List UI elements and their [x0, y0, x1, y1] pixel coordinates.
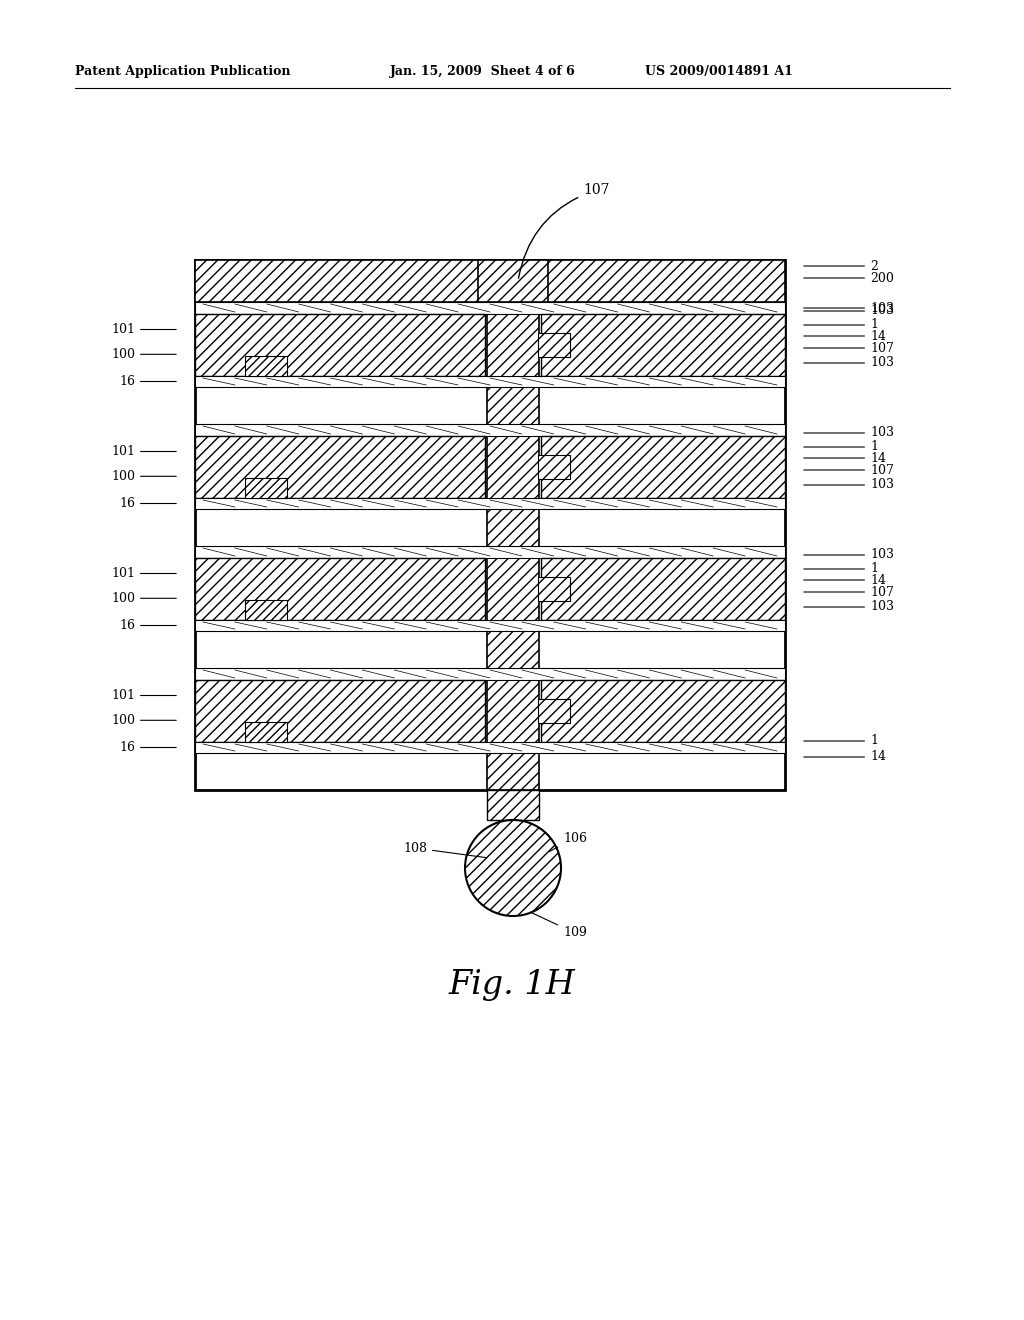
Bar [541, 680, 785, 742]
Text: 100: 100 [111, 470, 176, 483]
Text: 103: 103 [804, 601, 894, 614]
Text: 103: 103 [804, 305, 894, 318]
Text: 100: 100 [111, 347, 176, 360]
Bar [541, 436, 785, 498]
Text: 14: 14 [804, 451, 886, 465]
Text: Jan. 15, 2009  Sheet 4 of 6: Jan. 15, 2009 Sheet 4 of 6 [390, 66, 575, 78]
Bar [195, 742, 785, 752]
Text: 103: 103 [804, 426, 894, 440]
Text: 103: 103 [804, 479, 894, 491]
Text: 109: 109 [530, 912, 587, 940]
Bar [541, 314, 785, 376]
Bar [195, 314, 485, 376]
Bar [487, 789, 539, 820]
Text: 200: 200 [804, 272, 894, 285]
Bar [195, 436, 485, 498]
Text: 14: 14 [804, 751, 886, 763]
Bar [245, 356, 287, 376]
Text: US 2009/0014891 A1: US 2009/0014891 A1 [645, 66, 793, 78]
Bar [538, 700, 570, 723]
Text: 103: 103 [804, 549, 894, 561]
Bar [245, 722, 287, 742]
Bar [195, 498, 785, 510]
Text: 106: 106 [549, 832, 587, 851]
Circle shape [465, 820, 561, 916]
Bar [245, 478, 287, 498]
Bar [195, 680, 485, 742]
Bar [245, 601, 287, 620]
Text: 16: 16 [119, 619, 176, 632]
Text: 108: 108 [403, 842, 486, 858]
Bar [478, 260, 548, 302]
Bar [195, 302, 785, 314]
Text: 16: 16 [119, 498, 176, 510]
Bar [538, 333, 570, 356]
Text: 107: 107 [804, 463, 894, 477]
Bar [195, 558, 485, 620]
Bar [538, 455, 570, 479]
Text: 103: 103 [804, 301, 894, 314]
Bar [195, 668, 785, 680]
Bar [195, 260, 785, 302]
Bar [195, 260, 785, 789]
Text: 100: 100 [111, 714, 176, 727]
Text: 101: 101 [111, 568, 176, 579]
Text: 1: 1 [804, 441, 878, 454]
Text: 101: 101 [111, 445, 176, 458]
Text: 1: 1 [804, 318, 878, 331]
Text: 16: 16 [119, 741, 176, 754]
Bar [195, 620, 785, 631]
Text: 107: 107 [804, 342, 894, 355]
Text: 2: 2 [804, 260, 878, 272]
Bar [487, 260, 539, 789]
Text: 101: 101 [111, 689, 176, 702]
Bar [538, 577, 570, 601]
Text: 100: 100 [111, 591, 176, 605]
Bar [195, 546, 785, 558]
Bar [195, 424, 785, 436]
Text: 107: 107 [804, 586, 894, 598]
Bar [541, 558, 785, 620]
Text: 1: 1 [804, 562, 878, 576]
Text: 16: 16 [119, 375, 176, 388]
Text: 103: 103 [804, 356, 894, 370]
Text: 101: 101 [111, 323, 176, 337]
Text: 14: 14 [804, 573, 886, 586]
Text: 107: 107 [518, 183, 609, 279]
Bar [195, 376, 785, 387]
Text: Patent Application Publication: Patent Application Publication [75, 66, 291, 78]
Text: 1: 1 [804, 734, 878, 747]
Text: Fig. 1H: Fig. 1H [449, 969, 575, 1001]
Text: 14: 14 [804, 330, 886, 342]
